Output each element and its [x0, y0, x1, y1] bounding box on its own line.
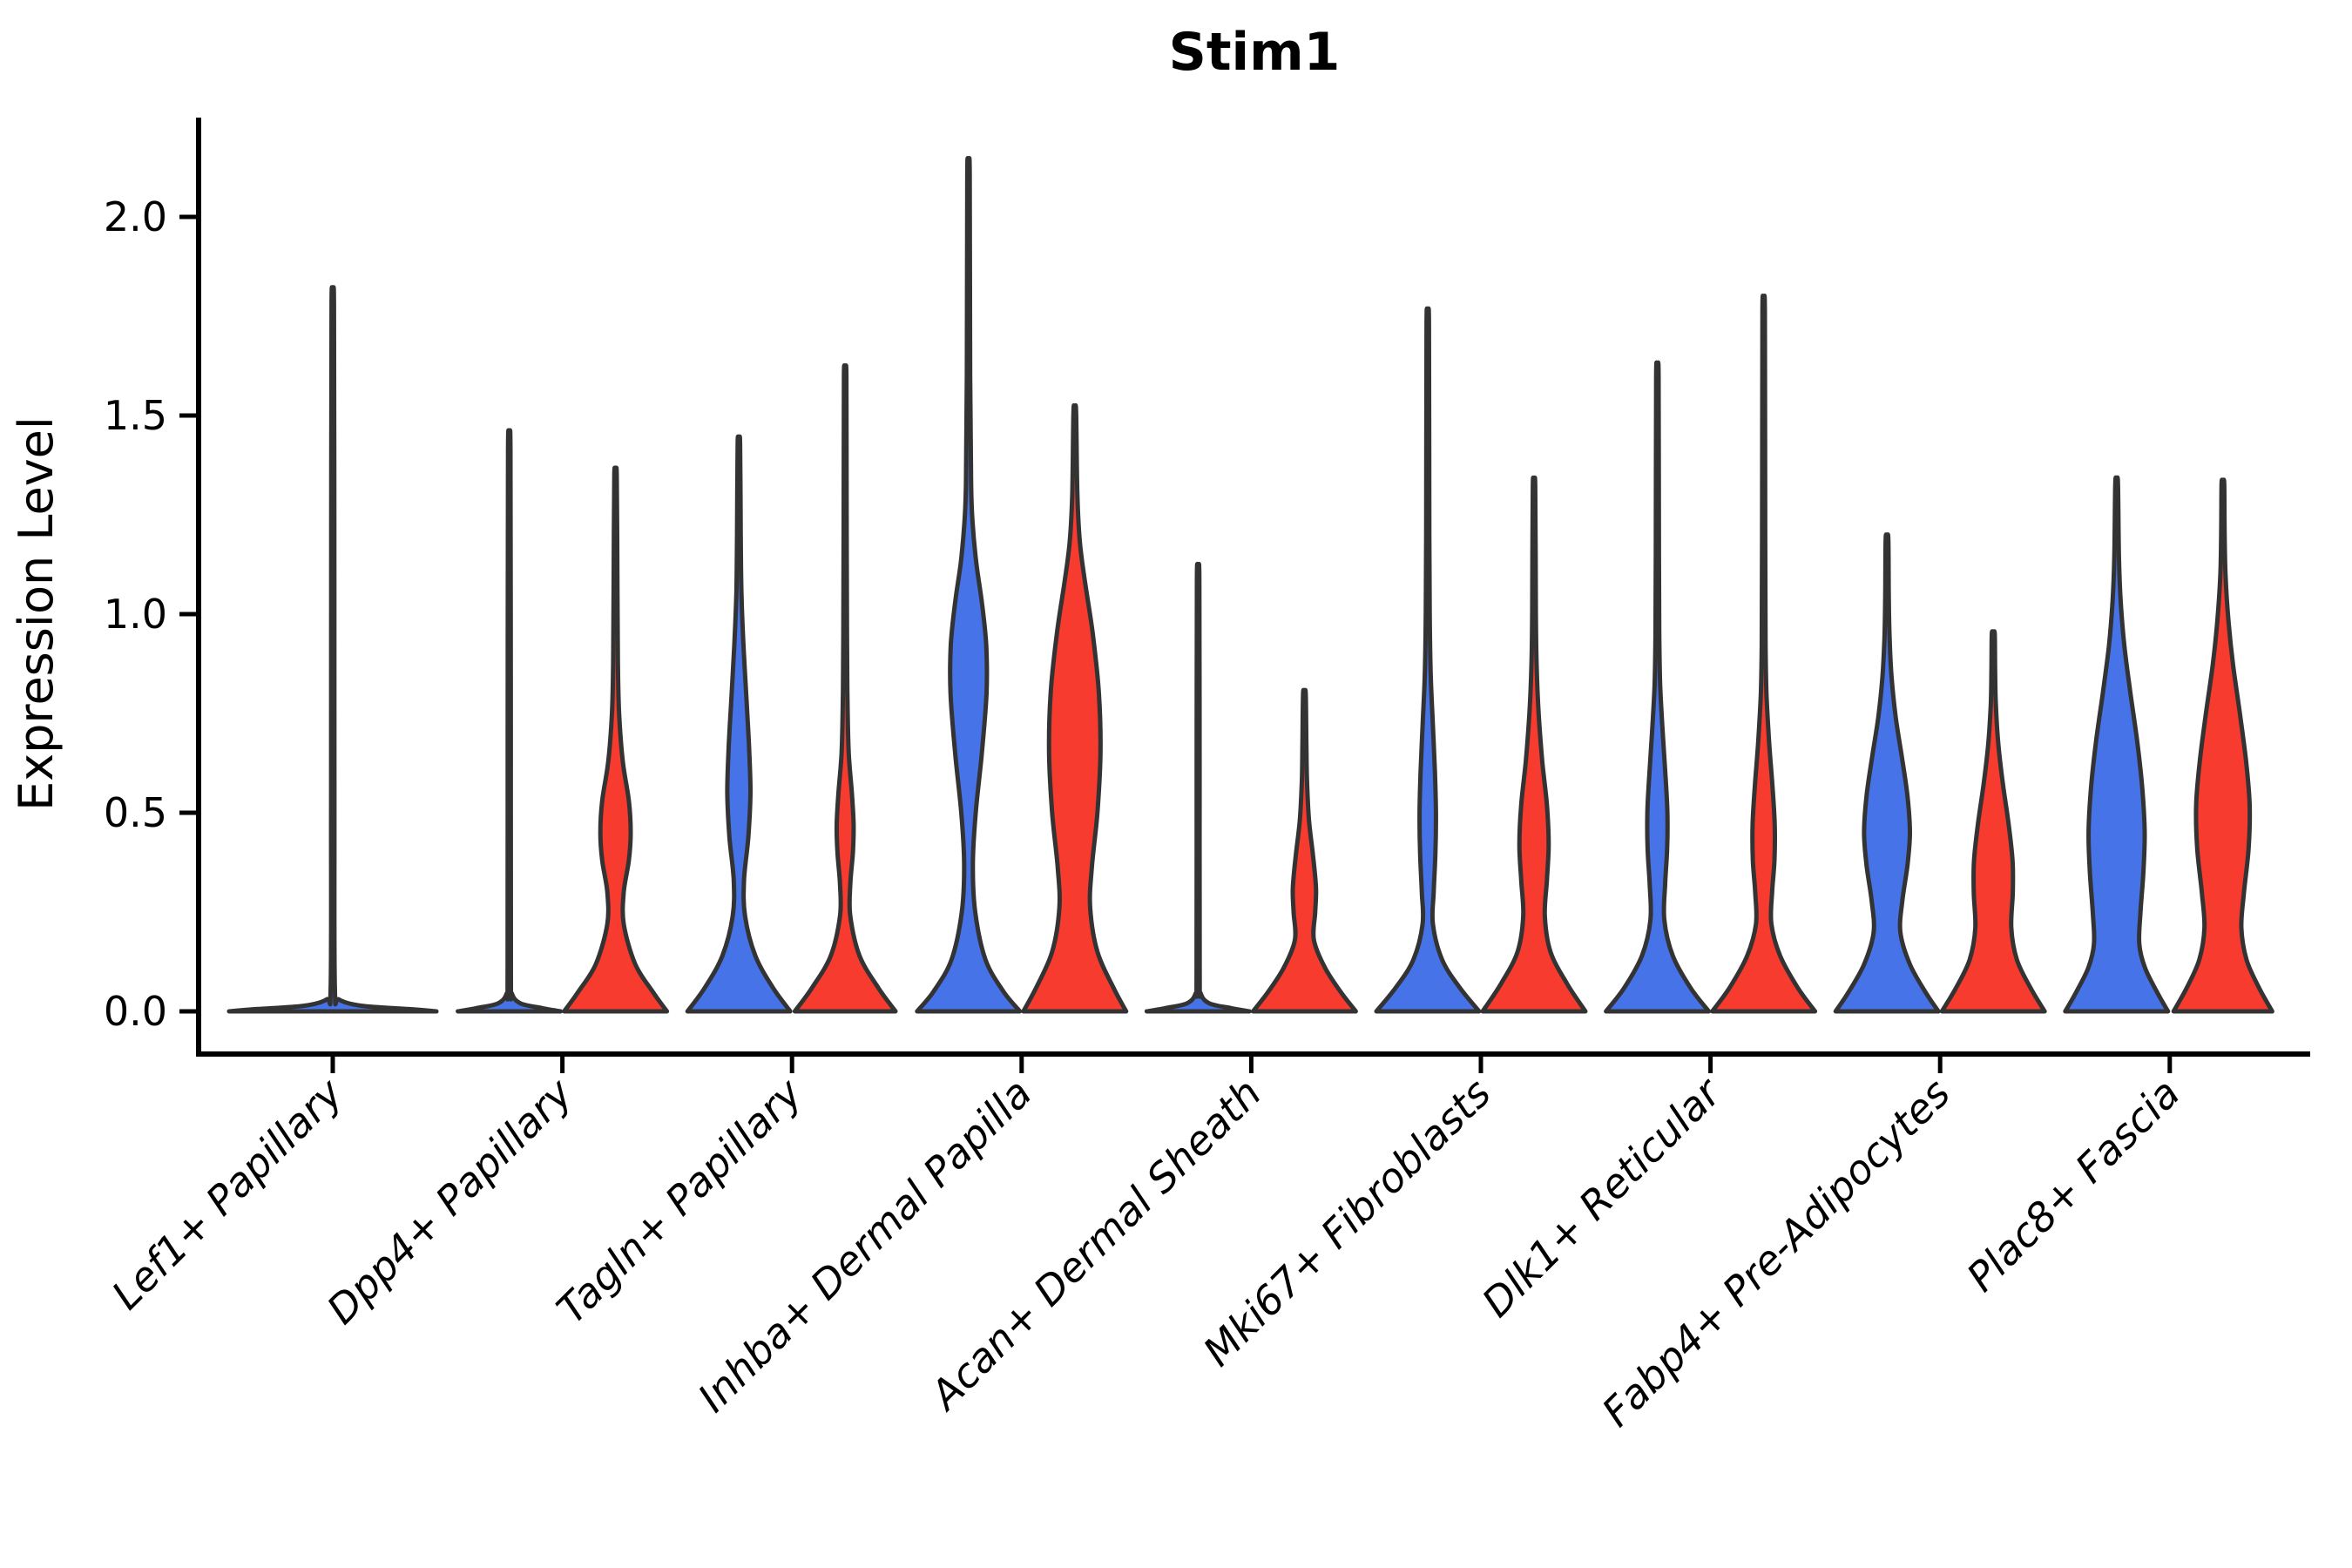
violin-dlk1-reticular-blue: [1604, 360, 1712, 1014]
violin-fabp4-pre-adipocytes-red: [1939, 629, 2047, 1014]
violin-mki67-fibroblasts-blue: [1374, 306, 1482, 1014]
y-axis-title: Expression Level: [9, 416, 64, 811]
x-category-label-2: Dpp4+ Papillary: [318, 1069, 582, 1333]
y-tick-label-0.0: 0.0: [104, 988, 167, 1035]
violin-plac8-fascia-red: [2171, 477, 2274, 1014]
violin-acan-dermal-sheath-red: [1250, 687, 1358, 1014]
violin-lef1-papillary-blue: [226, 285, 439, 1014]
violin-inhba-dermal-papilla-red: [1021, 402, 1129, 1014]
violin-dpp4-papillary-red: [562, 465, 670, 1014]
y-tick-label-0.5: 0.5: [104, 789, 167, 836]
violin-mki67-fibroblasts-red: [1480, 475, 1588, 1014]
violin-acan-dermal-sheath-blue: [1144, 561, 1252, 1014]
x-category-label-7: Dlk1+ Reticular: [1473, 1067, 1732, 1326]
y-tick-label-2.0: 2.0: [104, 193, 167, 240]
violin-tagln-papillary-red: [792, 363, 898, 1014]
y-tick-label-1.0: 1.0: [104, 591, 167, 638]
x-category-label-1: Lef1+ Papillary: [103, 1069, 352, 1318]
x-category-label-3: Tagln+ Papillary: [548, 1069, 812, 1333]
x-category-label-9: Plac8+ Fascia: [1957, 1070, 2188, 1301]
violins-layer: [226, 156, 2274, 1014]
chart-title: Stim1: [1169, 22, 1341, 83]
y-tick-label-1.5: 1.5: [104, 392, 167, 439]
violin-plac8-fascia-blue: [2063, 475, 2171, 1014]
violin-tagln-papillary-blue: [685, 434, 793, 1014]
violin-fabp4-pre-adipocytes-blue: [1833, 532, 1941, 1014]
violin-inhba-dermal-papilla-blue: [915, 156, 1023, 1014]
violin-dlk1-reticular-red: [1710, 294, 1818, 1014]
violin-dpp4-papillary-blue: [456, 428, 564, 1014]
